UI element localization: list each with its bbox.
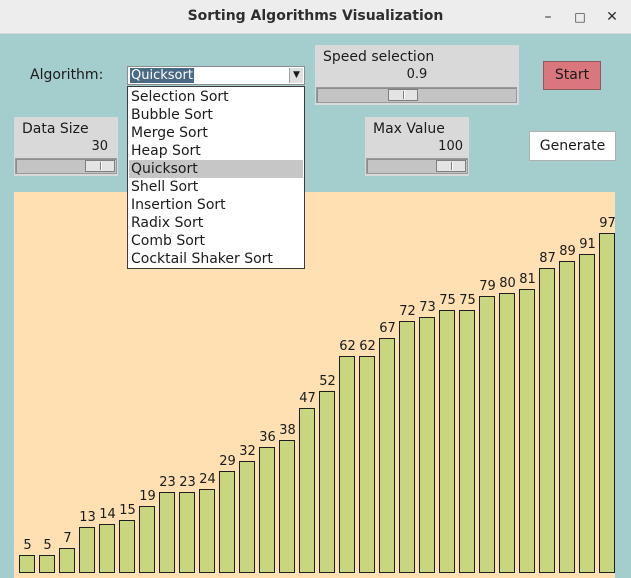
bar-value-label: 23 <box>179 475 196 490</box>
algorithm-option[interactable]: Quicksort <box>129 160 303 178</box>
chart-bar <box>379 338 395 573</box>
bar-value-label: 29 <box>219 454 236 469</box>
chart-bar <box>559 261 575 573</box>
window-title: Sorting Algorithms Visualization <box>187 8 444 24</box>
bar-value-label: 13 <box>79 510 96 525</box>
bar-value-label: 38 <box>279 423 296 438</box>
chart-bar <box>139 506 155 573</box>
bar-value-label: 19 <box>139 489 156 504</box>
close-icon[interactable]: ✕ <box>606 9 618 25</box>
speed-value: 0.9 <box>406 67 428 82</box>
bar-value-label: 80 <box>499 276 516 291</box>
bar-value-label: 14 <box>99 507 116 522</box>
bar-value-label: 91 <box>579 237 596 252</box>
bar-value-label: 23 <box>159 475 176 490</box>
chart-bar <box>299 408 315 573</box>
bar-value-label: 97 <box>599 216 616 231</box>
bar-value-label: 5 <box>43 538 52 553</box>
data-size-title: Data Size <box>22 121 89 137</box>
max-value-slider-thumb[interactable] <box>436 160 466 172</box>
generate-button[interactable]: Generate <box>529 131 616 161</box>
algorithm-dropdown-list[interactable]: Selection Sort Bubble Sort Merge Sort Heap … <box>127 86 305 269</box>
data-size-slider[interactable] <box>15 158 117 174</box>
minimize-icon[interactable]: – <box>544 9 552 25</box>
algorithm-option[interactable]: Cocktail Shaker Sort <box>131 251 273 267</box>
max-value-panel: Max Value 100 <box>365 117 469 176</box>
bar-chart-canvas: 5 5 7 13 14 15 19 23 23 24 29 32 36 38 47 52 62 62 67 72 73 7… <box>14 192 616 578</box>
algorithm-option[interactable]: Comb Sort <box>131 233 206 249</box>
bar-value-label: 87 <box>539 251 556 266</box>
data-size-slider-thumb[interactable] <box>85 160 115 172</box>
data-size-panel: Data Size 30 <box>14 117 118 176</box>
speed-scale-panel: Speed selection 0.9 <box>315 45 519 105</box>
bar-value-label: 89 <box>559 244 576 259</box>
bar-value-label: 67 <box>379 321 396 336</box>
max-value-value: 100 <box>438 139 463 154</box>
algorithm-option[interactable]: Radix Sort <box>131 215 204 231</box>
algorithm-option[interactable]: Shell Sort <box>131 179 199 195</box>
bar-value-label: 47 <box>299 391 316 406</box>
chart-bar <box>579 254 595 573</box>
bar-value-label: 79 <box>479 279 496 294</box>
bar-value-label: 73 <box>419 300 436 315</box>
bar-value-label: 75 <box>439 293 456 308</box>
bar-value-label: 5 <box>23 538 32 553</box>
maximize-icon[interactable]: □ <box>574 10 586 24</box>
bar-value-label: 15 <box>119 503 136 518</box>
chart-bar <box>39 555 55 573</box>
chart-bar <box>439 310 455 573</box>
bar-value-label: 75 <box>459 293 476 308</box>
chart-bar <box>339 356 355 573</box>
bar-value-label: 72 <box>399 304 416 319</box>
chart-bar <box>399 321 415 573</box>
chart-bar <box>519 289 535 573</box>
bar-value-label: 32 <box>239 444 256 459</box>
chart-bar <box>59 548 75 573</box>
title-bar: Sorting Algorithms Visualization – □ ✕ <box>0 0 631 34</box>
speed-slider-thumb[interactable] <box>388 89 418 101</box>
chart-bar <box>479 296 495 573</box>
algorithm-combobox[interactable]: Quicksort ▼ <box>127 66 305 85</box>
chart-bar <box>279 440 295 573</box>
chevron-down-icon[interactable]: ▼ <box>289 68 303 83</box>
algorithm-option[interactable]: Selection Sort <box>131 89 229 105</box>
algorithm-option[interactable]: Merge Sort <box>131 125 208 141</box>
start-button[interactable]: Start <box>543 61 601 90</box>
chart-bar <box>99 524 115 573</box>
chart-bar <box>259 447 275 573</box>
chart-bar <box>539 268 555 573</box>
chart-bar <box>179 492 195 573</box>
bar-value-label: 81 <box>519 272 536 287</box>
algorithm-option[interactable]: Heap Sort <box>131 143 201 159</box>
bar-value-label: 36 <box>259 430 276 445</box>
chart-bar <box>219 471 235 573</box>
chart-bar <box>239 461 255 573</box>
chart-bar <box>19 555 35 573</box>
max-value-title: Max Value <box>373 121 445 137</box>
chart-bar <box>419 317 435 573</box>
algorithm-option[interactable]: Insertion Sort <box>131 197 226 213</box>
algorithm-selected-value: Quicksort <box>130 68 194 83</box>
bar-value-label: 52 <box>319 374 336 389</box>
chart-bar <box>359 356 375 573</box>
chart-bar <box>599 233 615 573</box>
speed-title: Speed selection <box>323 49 435 65</box>
chart-bar <box>499 293 515 573</box>
chart-bar <box>79 527 95 573</box>
chart-bar <box>319 391 335 573</box>
bar-value-label: 24 <box>199 472 216 487</box>
chart-bar <box>119 520 135 573</box>
algorithm-label: Algorithm: <box>30 67 104 83</box>
chart-bar <box>159 492 175 573</box>
speed-slider[interactable] <box>316 87 517 103</box>
data-size-value: 30 <box>91 139 108 154</box>
bar-value-label: 62 <box>339 339 356 354</box>
algorithm-option[interactable]: Bubble Sort <box>131 107 213 123</box>
bar-value-label: 62 <box>359 339 376 354</box>
max-value-slider[interactable] <box>366 158 468 174</box>
chart-bar <box>199 489 215 573</box>
bar-value-label: 7 <box>63 531 72 546</box>
chart-bar <box>459 310 475 573</box>
